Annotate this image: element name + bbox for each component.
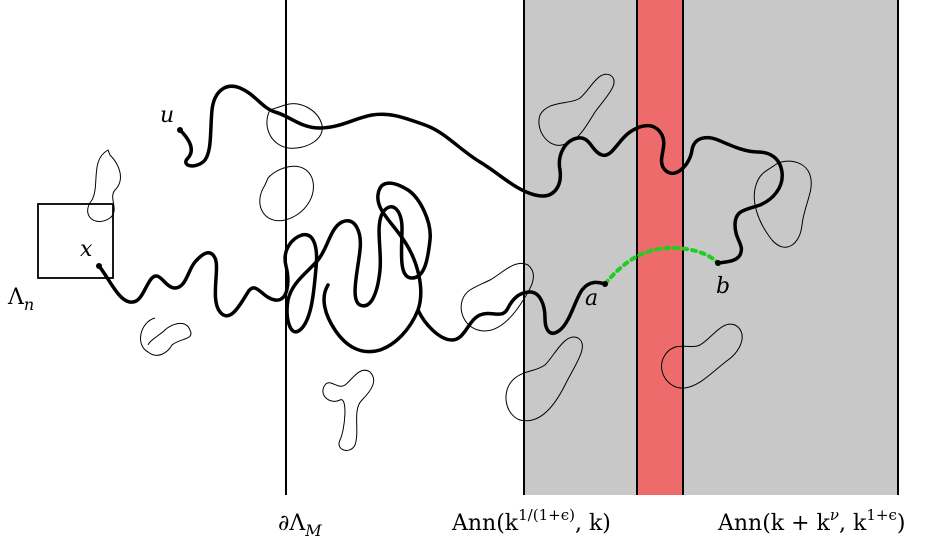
label-b: b: [716, 274, 730, 299]
path-u-to-b: [178, 84, 784, 265]
label-boundary-M: ∂ΛM: [278, 511, 322, 540]
loop-10: [753, 160, 812, 248]
point-a: [602, 281, 608, 287]
loop-2: [140, 317, 192, 356]
point-x: [96, 263, 102, 269]
annulus-region: [524, 0, 898, 495]
loop-6: [460, 262, 534, 332]
small-loops: [87, 73, 812, 451]
label-x: x: [80, 237, 93, 262]
connector-a-b: [603, 245, 720, 286]
loop-3: [259, 165, 314, 222]
loop-7: [505, 336, 583, 422]
point-b: [715, 260, 721, 266]
point-u: [177, 127, 183, 133]
label-annulus-outer: Ann(k + kν, k1+ϵ): [717, 506, 905, 536]
loop-4: [266, 103, 323, 149]
label-lambda-n: Λn: [7, 285, 34, 314]
lambda-n-box: [37, 203, 114, 279]
label-u: u: [160, 103, 174, 128]
loop-1: [87, 149, 121, 223]
path-x-to-a: [97, 181, 607, 354]
loop-5: [322, 369, 375, 451]
loop-9: [661, 323, 743, 389]
label-annulus-inner: Ann(k1/(1+ϵ), k): [451, 506, 611, 536]
label-a: a: [585, 286, 598, 311]
loop-8: [538, 73, 615, 146]
